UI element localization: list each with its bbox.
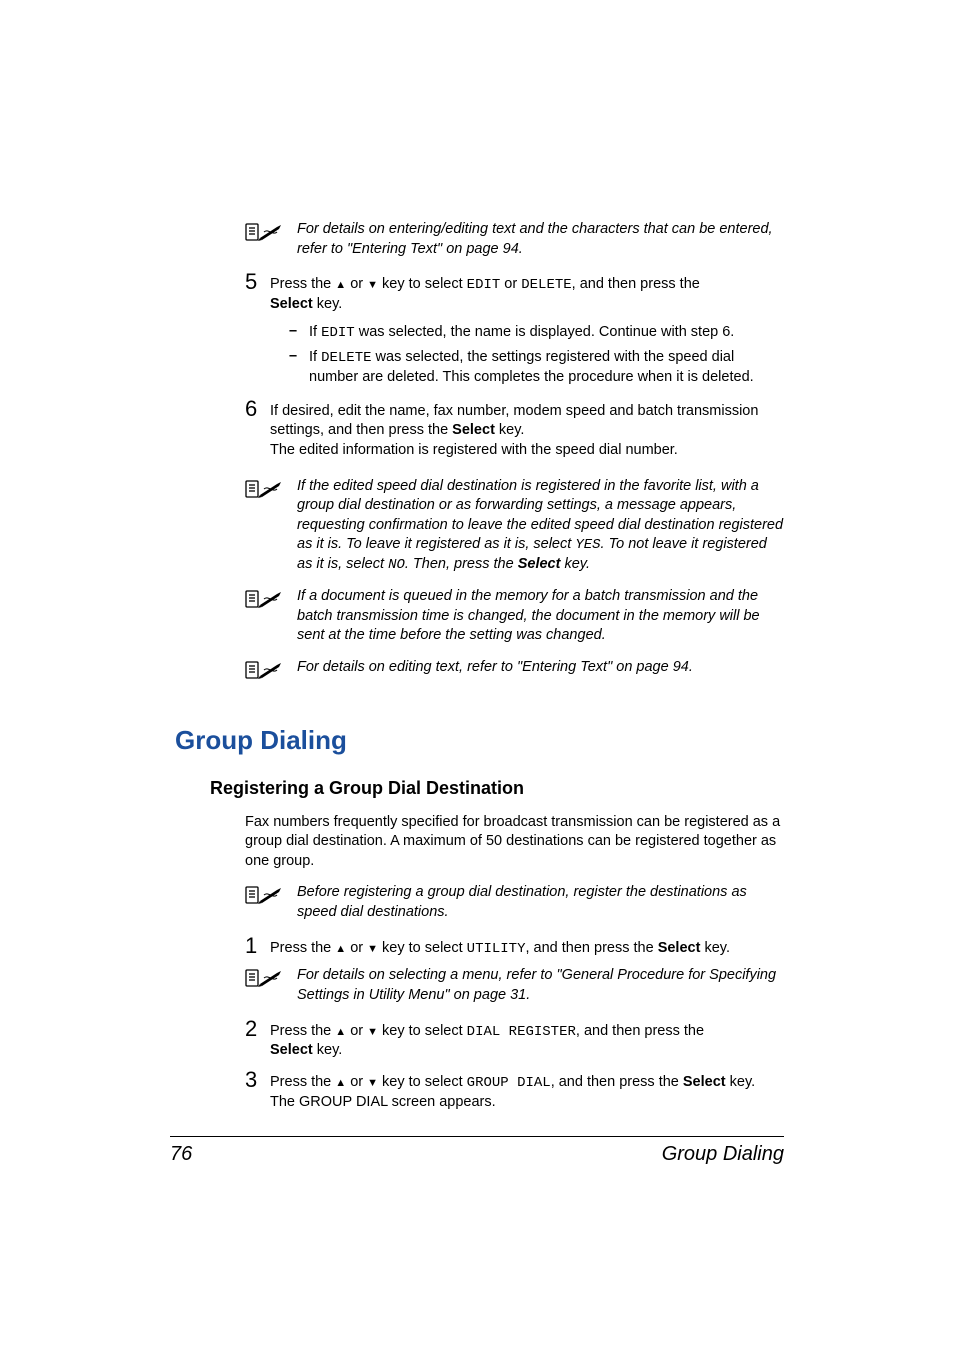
- step-number: 3: [245, 1069, 270, 1091]
- step-number: 1: [245, 935, 270, 957]
- note-icon: [245, 883, 297, 910]
- step-body: If desired, edit the name, fax number, m…: [270, 398, 784, 461]
- step-5-sub-2: – If DELETE was selected, the settings r…: [289, 348, 784, 387]
- mono: EDIT: [321, 325, 355, 341]
- note-entering-text: For details on entering/editing text and…: [245, 220, 784, 259]
- step-5: 5 Press the ▲ or ▼ key to select EDIT or…: [245, 271, 784, 314]
- bold: Select: [270, 296, 313, 312]
- t: key.: [700, 940, 730, 956]
- note-icon: [245, 658, 297, 685]
- t: or: [346, 1074, 367, 1090]
- note-batch-queue: If a document is queued in the memory fo…: [245, 587, 784, 646]
- note-icon: [245, 587, 297, 614]
- bold: Select: [683, 1074, 726, 1090]
- t: . Then, press the: [405, 556, 518, 572]
- bold: Select: [658, 940, 701, 956]
- t: , and then press the: [551, 1074, 683, 1090]
- t: was selected, the name is displayed. Con…: [355, 324, 735, 340]
- t: If: [309, 349, 321, 365]
- note-text: If the edited speed dial destination is …: [297, 477, 784, 575]
- t: or: [346, 940, 367, 956]
- note-text: If a document is queued in the memory fo…: [297, 587, 784, 646]
- up-arrow-icon: ▲: [335, 1026, 346, 1038]
- step-body: Press the ▲ or ▼ key to select GROUP DIA…: [270, 1069, 784, 1112]
- mono: UTILITY: [467, 941, 526, 957]
- step-body: Press the ▲ or ▼ key to select EDIT or D…: [270, 271, 784, 314]
- up-arrow-icon: ▲: [335, 1077, 346, 1089]
- group-step-2: 2 Press the ▲ or ▼ key to select DIAL RE…: [245, 1018, 784, 1061]
- t: key.: [313, 296, 343, 312]
- dash: –: [289, 323, 309, 339]
- step-6: 6 If desired, edit the name, fax number,…: [245, 398, 784, 461]
- up-arrow-icon: ▲: [335, 279, 346, 291]
- mono: EDIT: [467, 277, 501, 293]
- mono: DELETE: [521, 277, 571, 293]
- t: Press the: [270, 940, 335, 956]
- page-number: 76: [170, 1143, 192, 1166]
- step-number: 5: [245, 271, 270, 293]
- mono: NO: [388, 557, 405, 573]
- t: key to select: [378, 940, 467, 956]
- sub-text: If DELETE was selected, the settings reg…: [309, 348, 784, 387]
- up-arrow-icon: ▲: [335, 943, 346, 955]
- t: key.: [726, 1074, 756, 1090]
- t: or: [346, 276, 367, 292]
- note-editing-text: For details on editing text, refer to "E…: [245, 658, 784, 685]
- note-text: Before registering a group dial destinat…: [297, 883, 784, 922]
- down-arrow-icon: ▼: [367, 279, 378, 291]
- bold: Select: [270, 1042, 313, 1058]
- t: was selected, the settings registered wi…: [309, 349, 754, 385]
- note-text: For details on editing text, refer to "E…: [297, 658, 784, 678]
- mono: DELETE: [321, 350, 371, 366]
- t: key to select: [378, 1023, 467, 1039]
- note-icon: [245, 966, 297, 993]
- page-footer: 76 Group Dialing: [170, 1136, 784, 1166]
- t: key to select: [378, 276, 467, 292]
- group-step-1: 1 Press the ▲ or ▼ key to select UTILITY…: [245, 935, 784, 959]
- bold: Select: [518, 556, 561, 572]
- t: The edited information is registered wit…: [270, 442, 678, 458]
- down-arrow-icon: ▼: [367, 1077, 378, 1089]
- t: key.: [313, 1042, 343, 1058]
- mono: YES: [575, 537, 600, 553]
- footer-rule: [170, 1136, 784, 1137]
- mono: DIAL REGISTER: [467, 1024, 576, 1040]
- t: or: [500, 276, 521, 292]
- note-text: For details on entering/editing text and…: [297, 220, 784, 259]
- down-arrow-icon: ▼: [367, 1026, 378, 1038]
- step-number: 2: [245, 1018, 270, 1040]
- t: key.: [495, 422, 525, 438]
- note-icon: [245, 477, 297, 504]
- t: , and then press the: [576, 1023, 704, 1039]
- heading-registering-group-dial: Registering a Group Dial Destination: [210, 778, 784, 799]
- t: , and then press the: [525, 940, 657, 956]
- step-5-sub-1: – If EDIT was selected, the name is disp…: [289, 323, 784, 343]
- bold: Select: [452, 422, 495, 438]
- note-before-registering: Before registering a group dial destinat…: [245, 883, 784, 922]
- t: The GROUP DIAL screen appears.: [270, 1094, 496, 1110]
- t: or: [346, 1023, 367, 1039]
- step-number: 6: [245, 398, 270, 420]
- t: Press the: [270, 276, 335, 292]
- sub-text: If EDIT was selected, the name is displa…: [309, 323, 784, 343]
- step-body: Press the ▲ or ▼ key to select DIAL REGI…: [270, 1018, 784, 1061]
- footer-title: Group Dialing: [662, 1143, 784, 1166]
- t: Press the: [270, 1074, 335, 1090]
- mono: GROUP DIAL: [467, 1075, 551, 1091]
- down-arrow-icon: ▼: [367, 943, 378, 955]
- t: Press the: [270, 1023, 335, 1039]
- group-step-3: 3 Press the ▲ or ▼ key to select GROUP D…: [245, 1069, 784, 1112]
- t: key to select: [378, 1074, 467, 1090]
- t: , and then press the: [572, 276, 700, 292]
- note-icon: [245, 220, 297, 247]
- note-selecting-menu: For details on selecting a menu, refer t…: [245, 966, 784, 1005]
- dash: –: [289, 348, 309, 364]
- intro-paragraph: Fax numbers frequently specified for bro…: [245, 813, 784, 872]
- t: If: [309, 324, 321, 340]
- note-favorite-list: If the edited speed dial destination is …: [245, 477, 784, 575]
- note-text: For details on selecting a menu, refer t…: [297, 966, 784, 1005]
- step-body: Press the ▲ or ▼ key to select UTILITY, …: [270, 935, 784, 959]
- t: key.: [560, 556, 590, 572]
- heading-group-dialing: Group Dialing: [175, 725, 784, 756]
